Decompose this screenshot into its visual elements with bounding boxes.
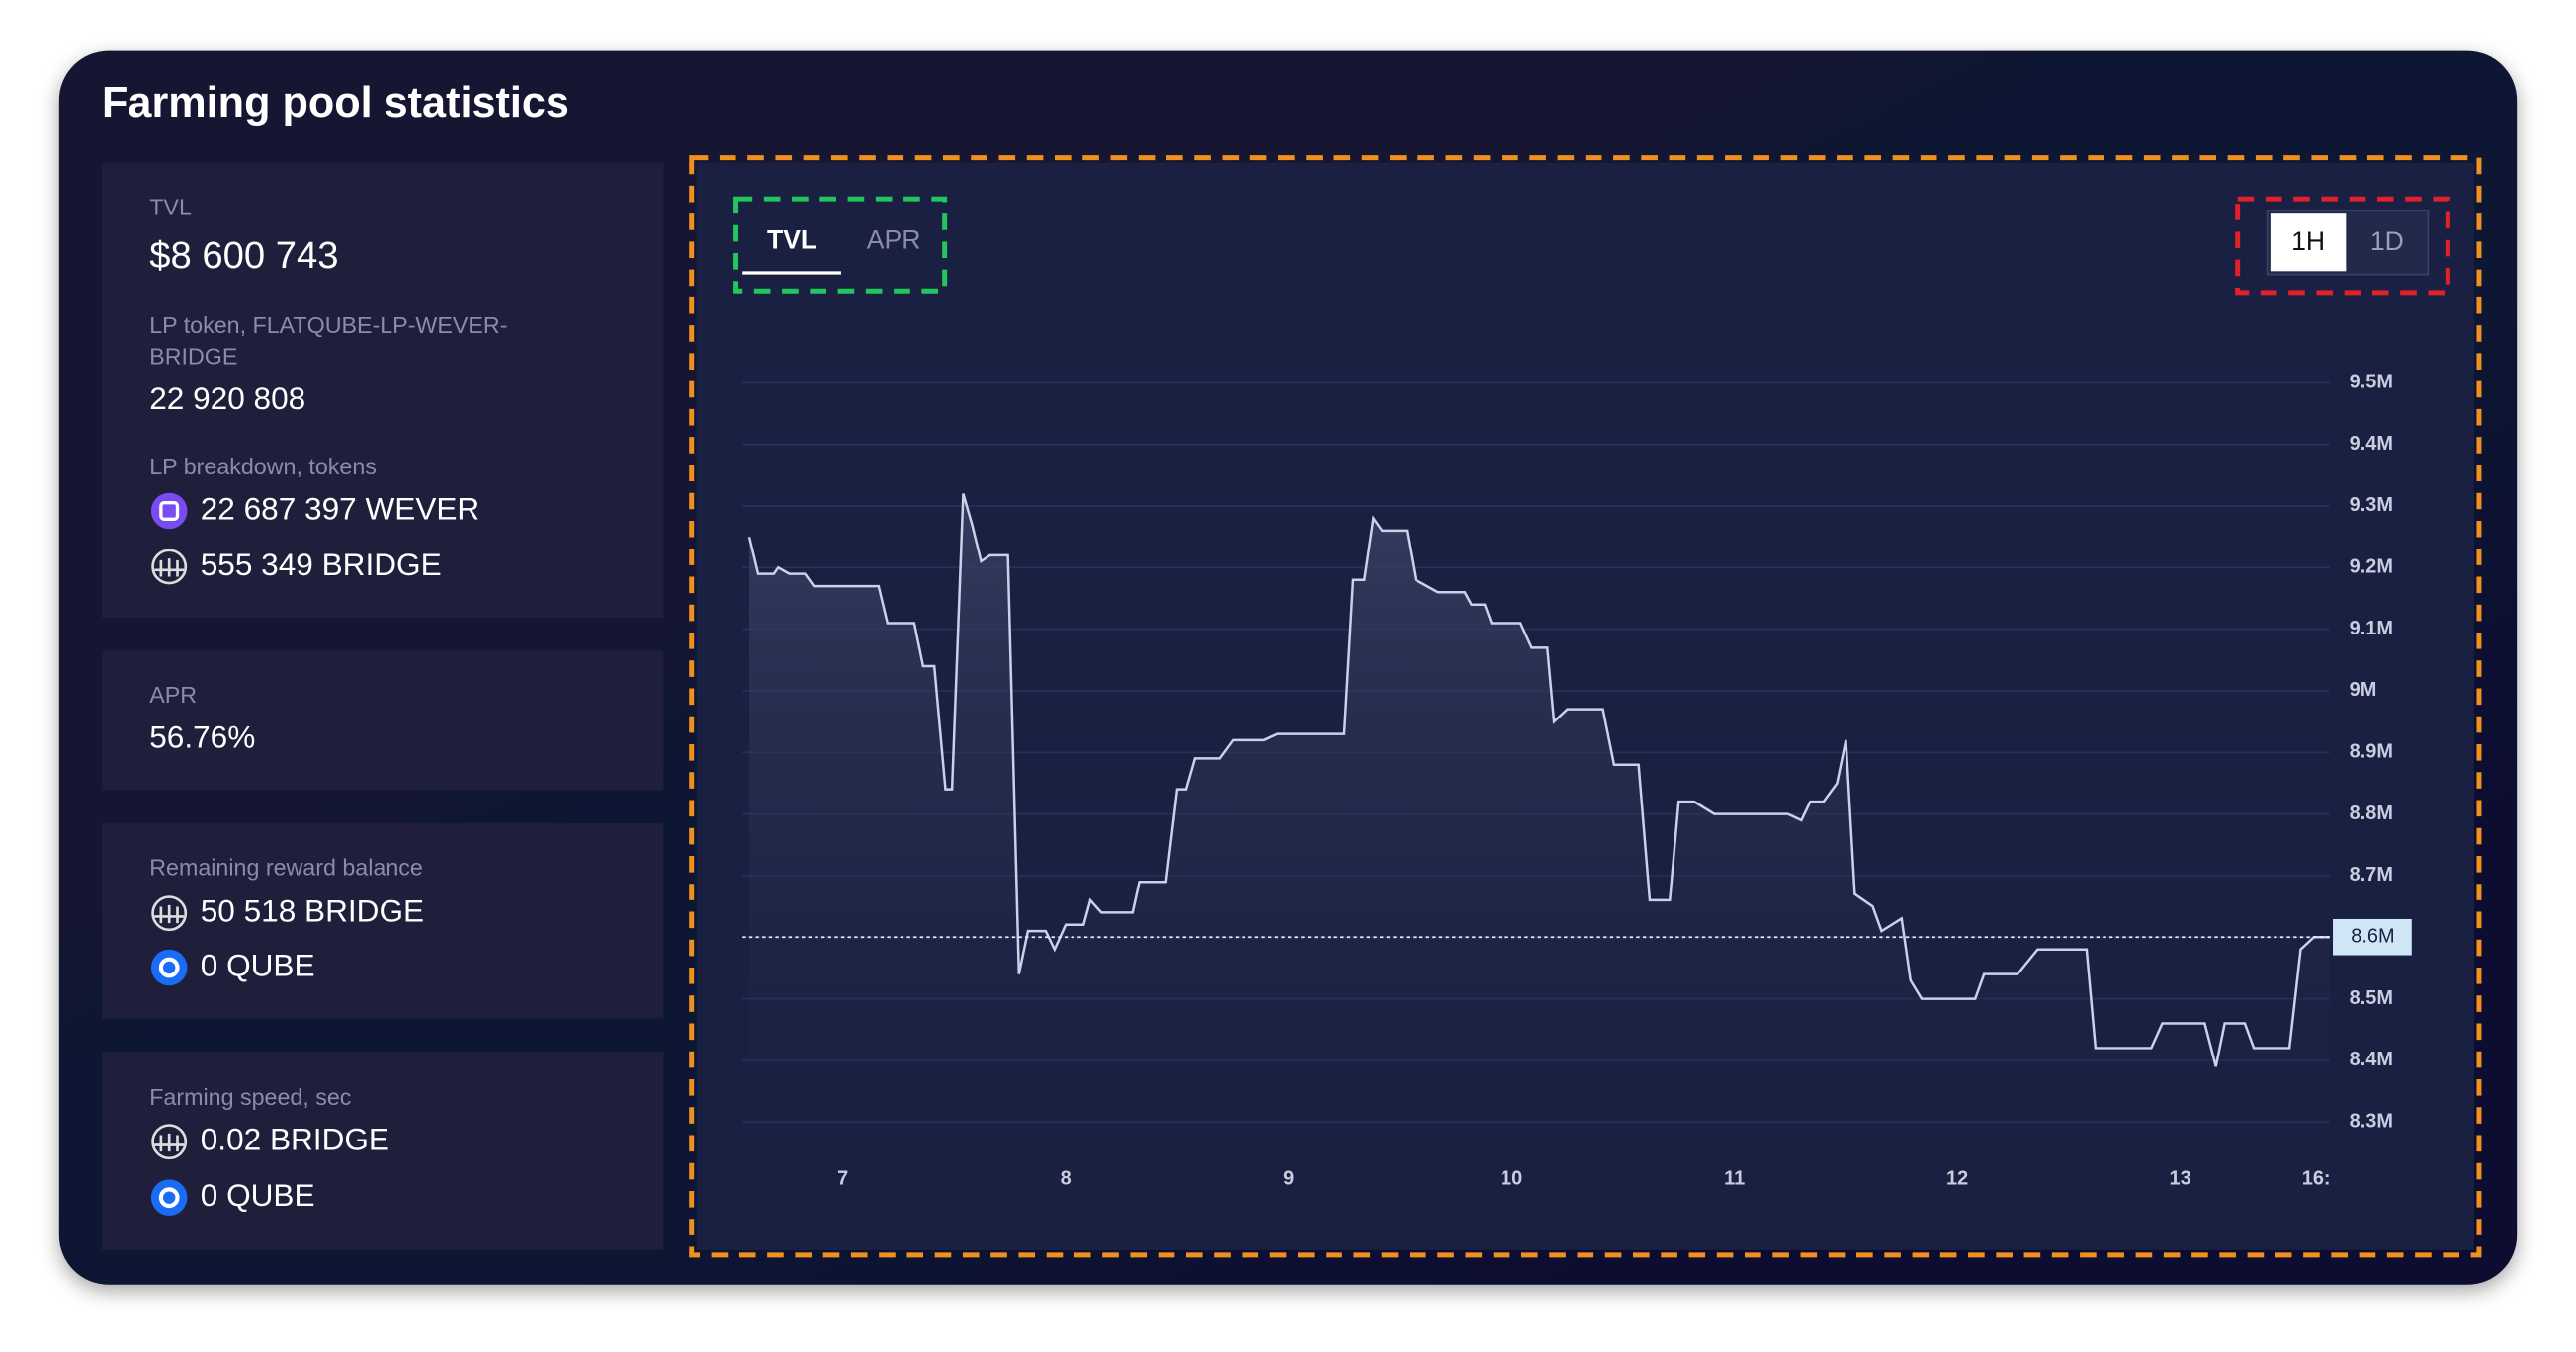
line [747,493,2330,1067]
x-tick-label: 10 [1501,1168,1522,1190]
x-tick-label: 16: [2302,1168,2331,1190]
bridge-icon [151,895,188,932]
value: 555 349 BRIDGE [201,547,442,582]
value: 0 QUBE [201,1177,315,1213]
y-tick-label: 9.4M [2350,433,2393,455]
title: Farming pool statistics [102,79,569,127]
tab[interactable]: TVL [767,224,816,254]
panel [102,650,664,791]
label: TVL [149,194,192,219]
wever-icon-glyph [159,500,180,521]
area [748,493,2330,1123]
interval-button[interactable]: 1D [2370,226,2404,256]
label: LP token, FLATQUBE-LP-WEVER- [149,312,507,338]
x-tick-label: 8 [1061,1168,1072,1190]
wever-icon [150,492,188,530]
label: APR [149,682,197,708]
y-tick-label: 9.3M [2350,494,2393,516]
y-tick-label: 8.9M [2350,741,2393,763]
y-tick-label: 9M [2350,679,2377,701]
qube-icon [150,1179,188,1216]
x-tick-label: 11 [1724,1168,1745,1190]
current-value-label: 8.6M [2351,926,2394,948]
x-tick-label: 13 [2170,1168,2191,1190]
tab[interactable]: APR [867,224,921,254]
highlight-box [733,196,948,294]
qube-icon [150,949,188,986]
panel [102,1051,664,1250]
value: 50 518 BRIDGE [201,893,424,929]
bridge-icon [151,549,188,585]
value: 22 920 808 [149,380,305,416]
y-tick-label: 9.1M [2350,618,2393,639]
x-tick-label: 12 [1946,1168,1968,1190]
y-tick-label: 8.5M [2350,987,2393,1009]
value: $8 600 743 [149,234,338,277]
label: BRIDGE [149,344,237,370]
value: 56.76% [149,718,255,754]
value: 0.02 BRIDGE [201,1122,389,1157]
highlight-box [689,155,2482,1258]
label: LP breakdown, tokens [149,454,377,479]
current-value-badge [2333,918,2412,956]
x-tick-label: 9 [1283,1168,1294,1190]
y-tick-label: 9.5M [2350,372,2393,393]
value: 0 QUBE [201,947,315,982]
value: 22 687 397 WEVER [201,490,479,526]
interval-button[interactable]: 1H [2291,226,2325,256]
y-tick-label: 9.2M [2350,556,2393,578]
y-tick-label: 8.4M [2350,1049,2393,1070]
highlight-box [2235,196,2450,296]
y-tick-label: 8.8M [2350,803,2393,824]
panel [102,822,664,1019]
panel [102,162,664,618]
label: Farming speed, sec [149,1084,352,1110]
bridge-icon [151,1124,188,1160]
y-tick-label: 8.7M [2350,864,2393,886]
toggle-active [2270,213,2347,272]
x-tick-label: 7 [837,1168,848,1190]
label: Remaining reward balance [149,854,423,880]
y-tick-label: 8.3M [2350,1110,2393,1132]
